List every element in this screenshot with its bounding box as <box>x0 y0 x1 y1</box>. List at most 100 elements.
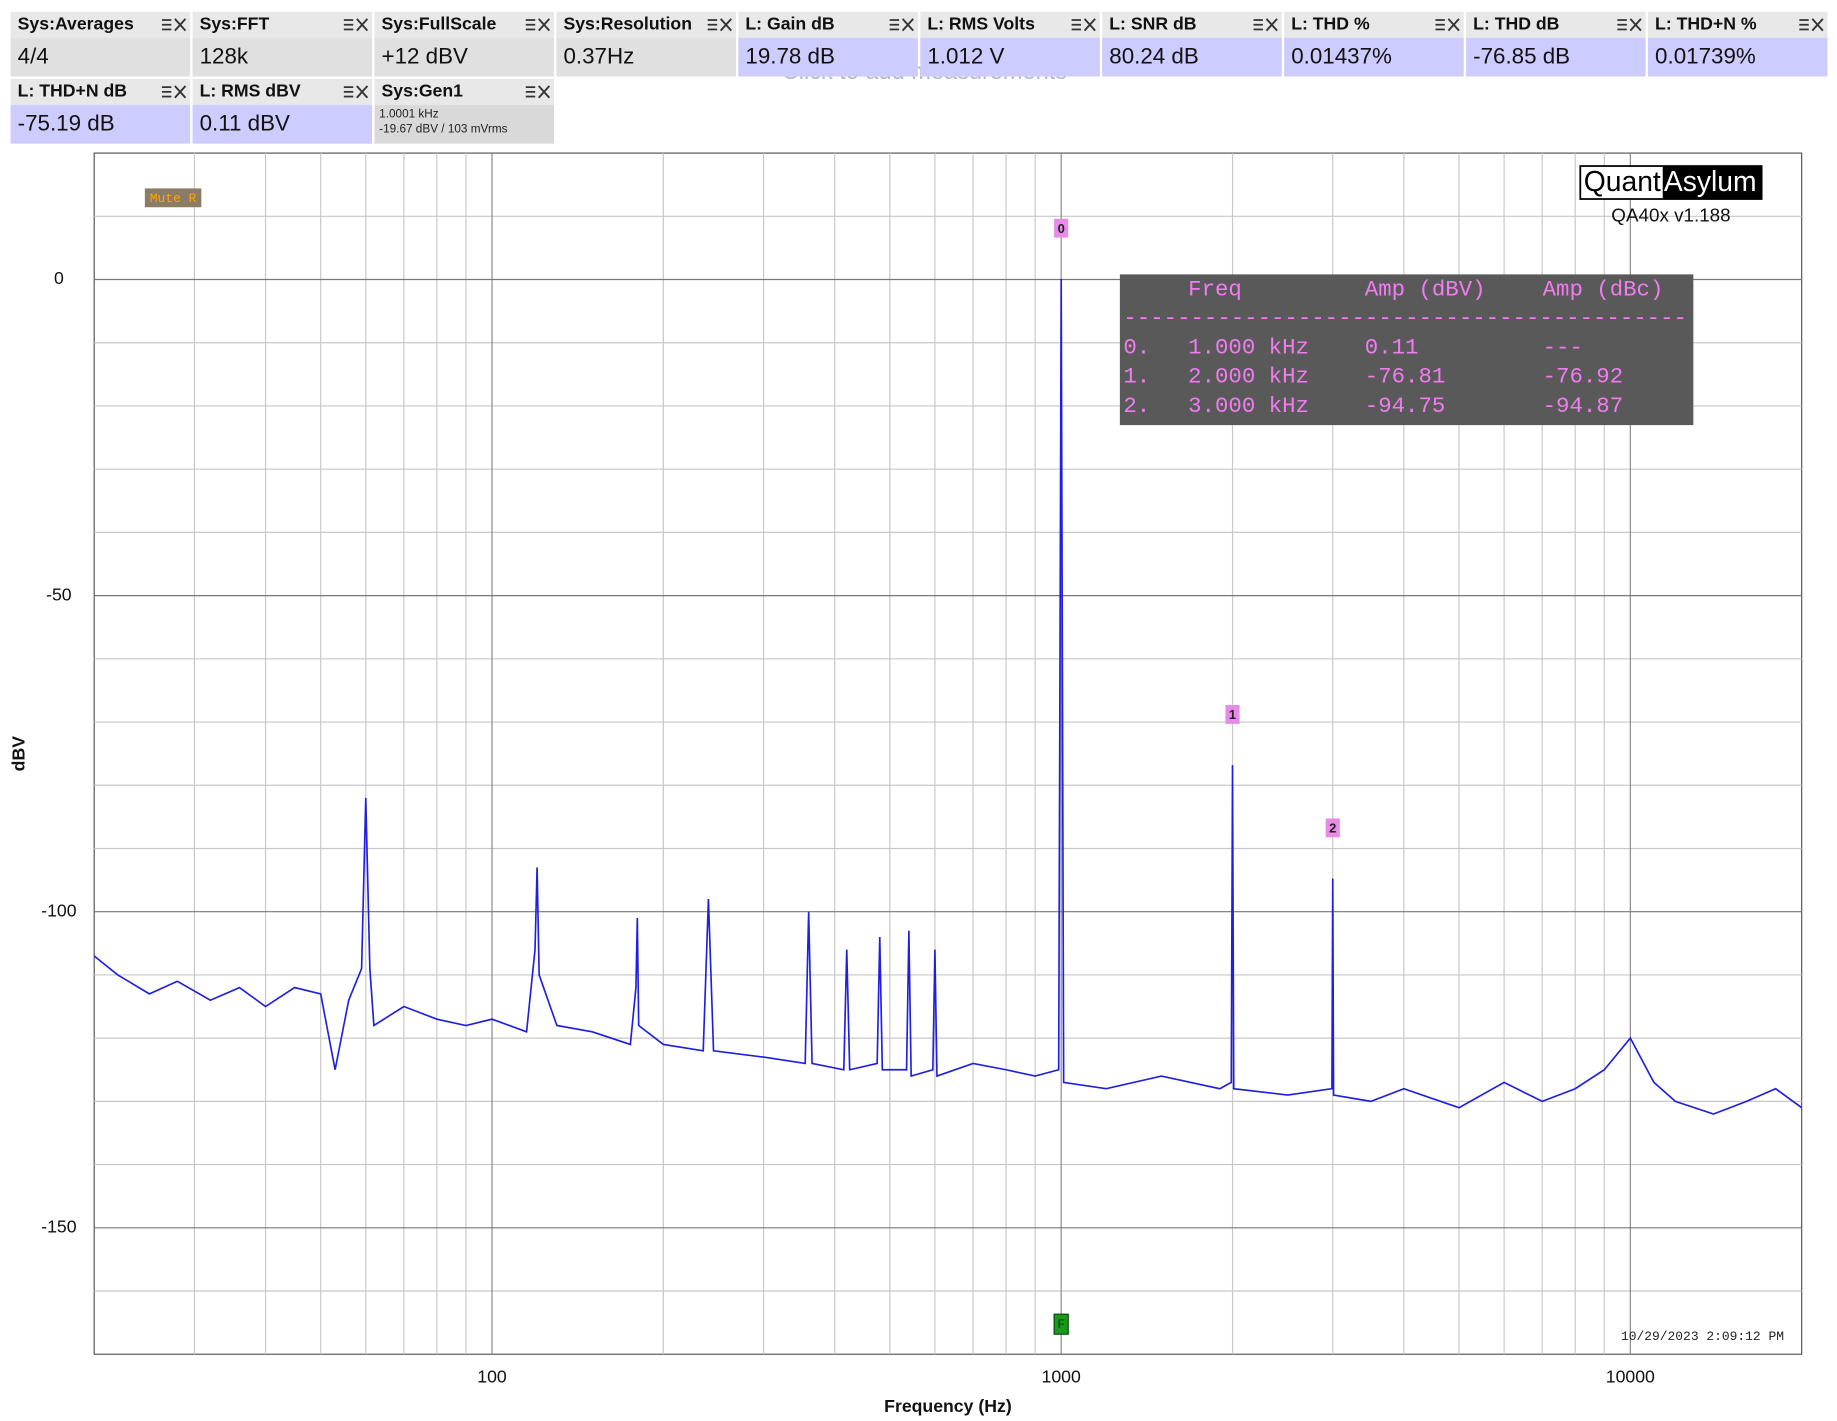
close-icon[interactable] <box>174 18 187 32</box>
peak-marker <box>1325 818 1340 838</box>
tile-header <box>374 11 555 38</box>
close-icon[interactable] <box>174 85 187 99</box>
tile-body <box>1102 37 1282 77</box>
cursor-marker[interactable] <box>1053 1313 1069 1335</box>
tile-title: L: THD % <box>1291 13 1370 33</box>
tile-body <box>1466 37 1646 77</box>
tile-body <box>192 37 373 77</box>
tile-value: 0.01437% <box>1291 44 1392 69</box>
x-axis-label: Frequency (Hz) <box>884 1396 1012 1416</box>
tile-detail: -19.67 dBV / 103 mVrms <box>379 123 508 136</box>
x-tick-label: 100 <box>477 1366 507 1386</box>
x-tick-label: 1000 <box>1042 1366 1081 1386</box>
close-icon[interactable] <box>1811 18 1824 32</box>
tile-title: L: THD+N % <box>1655 13 1757 33</box>
close-icon[interactable] <box>538 85 551 99</box>
timestamp: 10/29/2023 2:09:12 PM <box>1621 1329 1784 1344</box>
table-cell: 1. <box>1123 364 1150 390</box>
table-header: Amp (dBc) <box>1543 277 1664 303</box>
close-icon[interactable] <box>1629 18 1642 32</box>
tile-body <box>374 104 555 144</box>
logo-right: Asylum <box>1664 165 1757 197</box>
tile-header <box>1284 11 1464 38</box>
close-icon[interactable] <box>901 18 914 32</box>
close-icon[interactable] <box>1083 18 1096 32</box>
tile-title: Sys:FullScale <box>382 13 497 33</box>
tile-title: Sys:Averages <box>18 13 134 33</box>
tile-body <box>192 104 373 144</box>
tile-value: -76.85 dB <box>1473 44 1570 69</box>
tile-header <box>192 78 373 105</box>
table-cell: 3.000 kHz <box>1188 393 1309 419</box>
close-icon[interactable] <box>719 18 732 32</box>
tile-body <box>556 37 736 77</box>
tile-header <box>374 78 555 105</box>
spectrum-line <box>93 278 1803 1115</box>
peak-marker <box>1054 218 1069 238</box>
cursor-label: F <box>1058 1318 1065 1331</box>
table-cell: -94.75 <box>1365 393 1446 419</box>
tile-value: 0.11 dBV <box>200 111 290 136</box>
tile-header <box>738 11 918 38</box>
tile-body <box>1284 37 1464 77</box>
table-cell: --- <box>1543 334 1583 360</box>
table-cell: 0. <box>1123 334 1150 360</box>
logo-dark <box>1662 166 1762 200</box>
tile-title: L: THD dB <box>1473 13 1559 33</box>
table-cell: 0.11 <box>1365 334 1419 360</box>
table-header: Freq <box>1188 277 1242 303</box>
tile-value: 128k <box>200 44 249 69</box>
version: QA40x v1.188 <box>1611 205 1730 226</box>
y-axis-label: dBV <box>9 736 29 772</box>
tile-title: Sys:FFT <box>200 13 270 33</box>
close-icon[interactable] <box>1447 18 1460 32</box>
peak-marker-label: 0 <box>1058 221 1065 236</box>
peak-marker <box>1225 705 1240 724</box>
tile-header <box>1102 11 1282 38</box>
peak-marker-label: 1 <box>1229 707 1236 722</box>
close-icon[interactable] <box>356 85 369 99</box>
tile-header <box>556 11 736 38</box>
tile-body <box>10 104 191 144</box>
table-header: Amp (dBV) <box>1365 277 1486 303</box>
tile-header <box>10 78 191 105</box>
close-icon[interactable] <box>1265 18 1278 32</box>
close-icon[interactable] <box>538 18 551 32</box>
tile-header <box>1466 11 1646 38</box>
tile-title: L: RMS dBV <box>200 81 301 101</box>
tile-value: 4/4 <box>18 44 49 69</box>
table-cell: 2. <box>1123 393 1150 419</box>
tile-title: L: RMS Volts <box>927 13 1035 33</box>
tile-title: L: SNR dB <box>1109 13 1196 33</box>
tile-title: L: Gain dB <box>745 13 834 33</box>
tile-header <box>192 11 373 38</box>
tile-header <box>10 11 191 38</box>
table-cell: -94.87 <box>1543 393 1624 419</box>
tile-header <box>1648 11 1828 38</box>
tile-value: +12 dBV <box>382 44 468 69</box>
harmonic-table-box <box>1119 274 1694 426</box>
tile-value: 0.01739% <box>1655 44 1756 69</box>
table-rule: ----------------------------------------… <box>1123 305 1687 331</box>
mute-badge-label: Mute R <box>150 191 197 206</box>
tile-value: 1.012 V <box>927 44 1004 69</box>
tile-title: L: THD+N dB <box>18 81 127 101</box>
y-tick-label: -100 <box>41 900 77 920</box>
tile-body <box>920 37 1100 77</box>
x-tick-label: 10000 <box>1606 1366 1655 1386</box>
y-tick-label: -50 <box>46 584 72 604</box>
tile-detail: 1.0001 kHz <box>379 107 439 120</box>
peak-marker-label: 2 <box>1329 820 1336 835</box>
logo-left: Quant <box>1584 165 1661 197</box>
y-tick-label: 0 <box>54 268 64 288</box>
tile-value: 0.37Hz <box>563 44 634 69</box>
tile-header <box>920 11 1100 38</box>
close-icon[interactable] <box>356 18 369 32</box>
tile-body <box>10 37 191 77</box>
mute-badge <box>144 188 202 208</box>
table-cell: -76.81 <box>1365 364 1446 390</box>
tile-value: 19.78 dB <box>745 44 835 69</box>
tile-title: Sys:Gen1 <box>382 81 464 101</box>
tile-value: -75.19 dB <box>18 111 115 136</box>
